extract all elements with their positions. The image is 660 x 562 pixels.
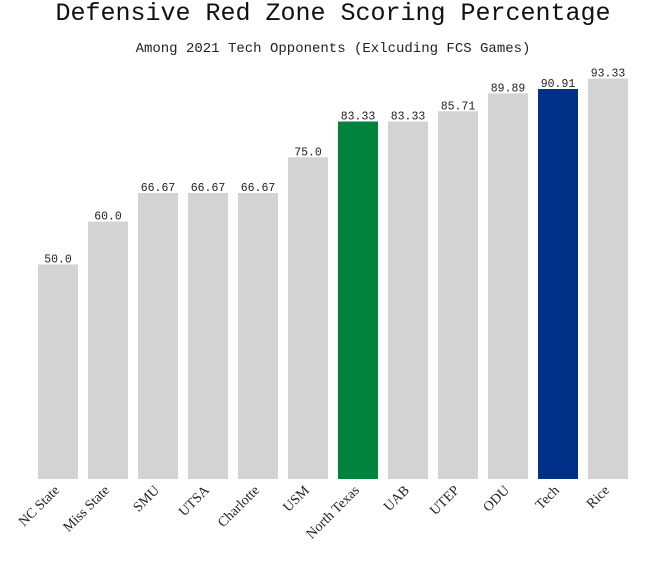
- value-label-utep: 85.71: [441, 100, 476, 113]
- x-tick-smu: SMU: [131, 483, 163, 515]
- x-tick-utsa: UTSA: [176, 483, 213, 520]
- bar-utep: [438, 111, 478, 479]
- value-label-odu: 89.89: [491, 82, 526, 95]
- x-tick-charlotte: Charlotte: [215, 483, 262, 530]
- value-label-charlotte: 66.67: [241, 182, 276, 195]
- x-tick-uab: UAB: [381, 483, 413, 515]
- bar-nc-state: [38, 264, 78, 479]
- bar-utsa: [188, 192, 228, 479]
- value-label-miss-state: 60.0: [94, 211, 122, 224]
- bar-miss-state: [88, 221, 128, 479]
- x-tick-north-texas: North Texas: [304, 483, 363, 542]
- value-label-rice: 93.33: [591, 68, 626, 81]
- x-tick-nc-state: NC State: [16, 483, 63, 530]
- value-label-north-texas: 83.33: [341, 111, 376, 124]
- x-tick-rice: Rice: [584, 483, 613, 512]
- bar-usm: [288, 157, 328, 479]
- value-label-utsa: 66.67: [191, 182, 226, 195]
- x-tick-tech: Tech: [533, 483, 563, 513]
- x-tick-utep: UTEP: [427, 483, 463, 519]
- bar-odu: [488, 93, 528, 480]
- bar-charlotte: [238, 192, 278, 479]
- bar-uab: [388, 121, 428, 480]
- x-tick-odu: ODU: [481, 483, 513, 515]
- value-label-usm: 75.0: [294, 146, 322, 159]
- chart-subtitle: Among 2021 Tech Opponents (Exlcuding FCS…: [135, 41, 531, 57]
- value-label-tech: 90.91: [541, 78, 576, 91]
- value-label-nc-state: 50.0: [44, 254, 72, 267]
- x-tick-usm: USM: [281, 483, 313, 515]
- value-label-smu: 66.67: [141, 182, 176, 195]
- bars-group: [38, 78, 628, 480]
- chart-title: Defensive Red Zone Scoring Percentage: [55, 0, 611, 28]
- bar-rice: [588, 78, 628, 479]
- value-labels-group: 50.0 60.0 66.67 66.67 66.67 75.0 83.33 83.33 85.…: [44, 68, 625, 267]
- bar-north-texas: [338, 121, 378, 480]
- bar-tech: [538, 88, 578, 480]
- bar-smu: [138, 192, 178, 479]
- value-label-uab: 83.33: [391, 111, 426, 124]
- x-tick-miss-state: Miss State: [61, 483, 113, 535]
